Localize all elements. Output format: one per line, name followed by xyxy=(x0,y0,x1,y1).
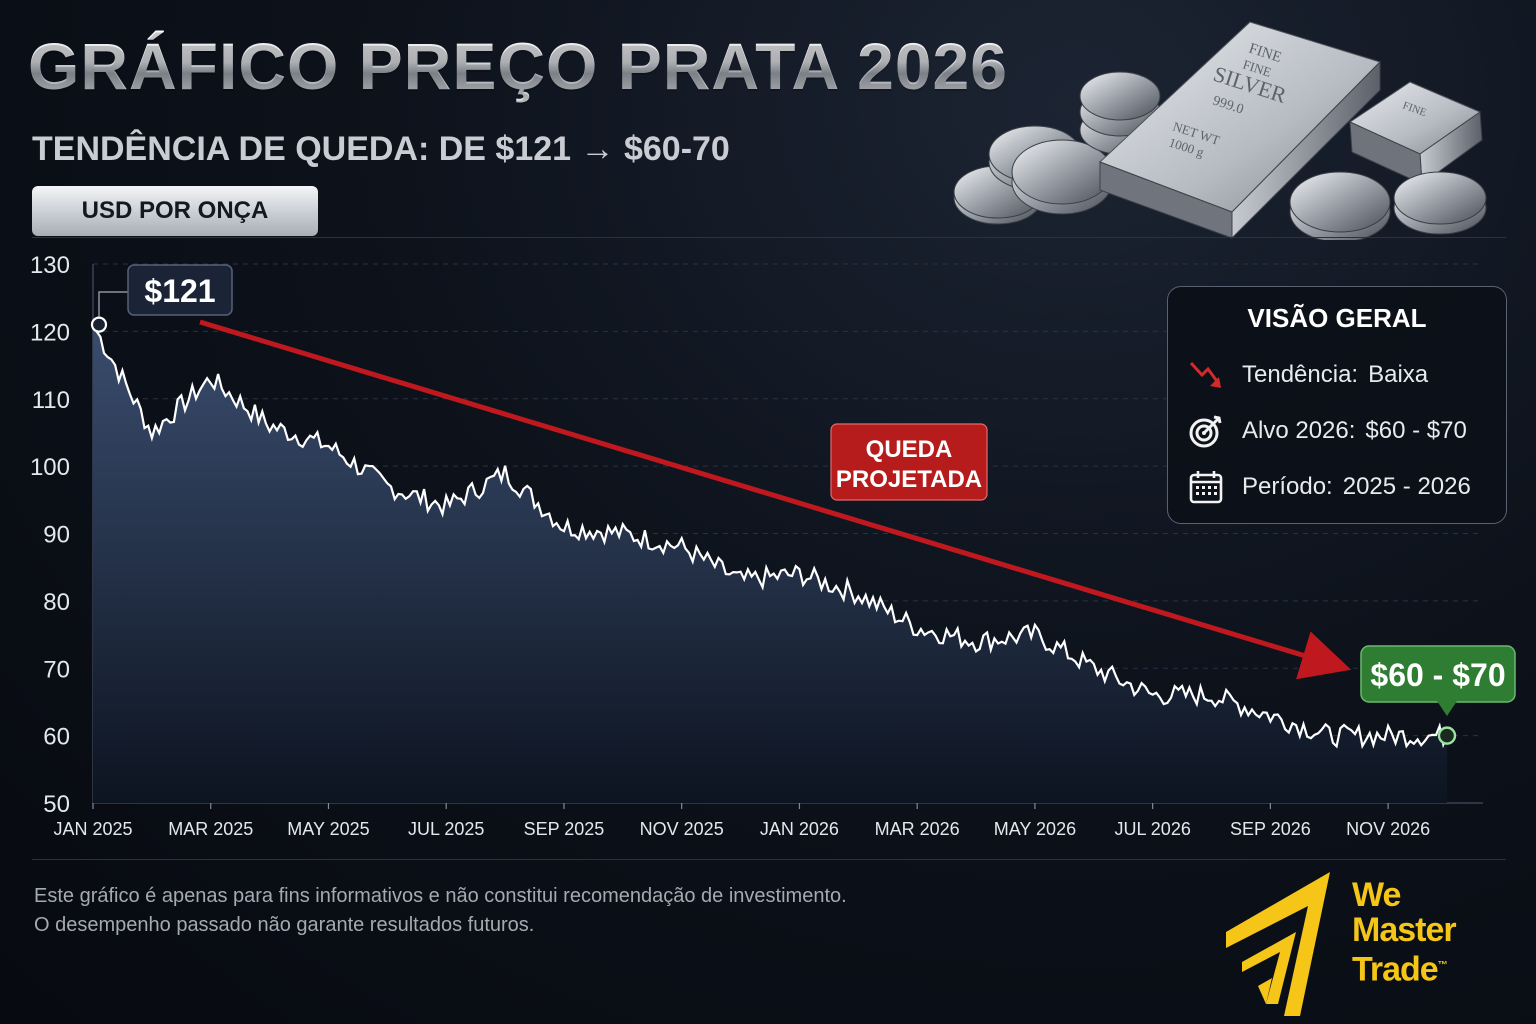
x-tick-label: SEP 2026 xyxy=(1230,819,1311,839)
overview-panel: VISÃO GERAL Tendência: Baixa Alvo 2026: … xyxy=(1167,286,1507,524)
brand-wordmark: We Master Trade™ xyxy=(1352,876,1457,989)
unit-badge: USD POR ONÇA xyxy=(32,186,318,236)
x-tick-label: JUL 2025 xyxy=(408,819,484,839)
x-tick-label: SEP 2025 xyxy=(524,819,605,839)
y-tick-label: 70 xyxy=(43,656,70,683)
silver-bullion-image: FINE FINE SILVER 999.0 NET WT 1000 g FIN… xyxy=(953,21,1487,240)
coin-stack-right xyxy=(1289,171,1487,240)
calendar-icon xyxy=(1189,471,1223,504)
coin-stack-left xyxy=(953,71,1161,225)
target-price-label: $60 - $70 xyxy=(1370,657,1505,693)
x-axis: JAN 2025 MAR 2025 MAY 2025 JUL 2025 SEP 2025… xyxy=(53,803,1430,839)
start-point-marker xyxy=(90,316,108,333)
top-divider xyxy=(32,237,1506,238)
brand-line1: We xyxy=(1352,876,1401,914)
start-price-callout: $121 xyxy=(98,264,233,317)
brand-line3: Trade xyxy=(1352,950,1439,989)
target-price-callout: $60 - $70 xyxy=(1360,645,1516,716)
y-tick-label: 60 xyxy=(43,724,70,751)
disclaimer: Este gráfico é apenas para fins informat… xyxy=(34,882,847,940)
x-tick-label: JAN 2026 xyxy=(760,819,839,839)
chart-markers xyxy=(90,316,1457,745)
overview-title: VISÃO GERAL xyxy=(1247,303,1427,333)
y-axis: 50 60 70 80 90 100 110 120 130 xyxy=(30,252,70,818)
trend-down-icon xyxy=(1189,361,1221,388)
x-tick-label: MAR 2026 xyxy=(875,819,960,839)
overview-period-label: Período: xyxy=(1242,473,1333,500)
x-tick-label: JUL 2026 xyxy=(1114,819,1190,839)
overview-trend-label: Tendência: xyxy=(1242,361,1359,388)
overview-row-trend: Tendência: Baixa xyxy=(1188,357,1428,393)
overview-row-target: Alvo 2026: $60 - $70 xyxy=(1188,413,1467,449)
overview-period-value: 2025 - 2026 xyxy=(1342,473,1471,500)
x-tick-label: MAY 2025 xyxy=(287,819,369,839)
y-tick-label: 110 xyxy=(32,387,70,414)
projected-drop-label: QUEDA PROJETADA xyxy=(830,423,988,501)
start-price-label: $121 xyxy=(144,273,215,309)
overview-trend-value: Baixa xyxy=(1368,361,1429,388)
trend-arrow xyxy=(199,319,1352,680)
projected-drop-line1: QUEDA xyxy=(866,436,953,463)
brand-trademark: ™ xyxy=(1437,960,1448,971)
page-subtitle: TENDÊNCIA DE QUEDA: DE $121 → $60-70 xyxy=(32,130,730,168)
y-tick-label: 130 xyxy=(30,252,70,279)
y-tick-label: 120 xyxy=(30,319,70,346)
x-tick-label: MAY 2026 xyxy=(994,819,1076,839)
disclaimer-line2: O desempenho passado não garante resulta… xyxy=(34,914,535,936)
silver-bar-main: FINE FINE SILVER 999.0 NET WT 1000 g xyxy=(1099,21,1381,240)
end-point-marker xyxy=(1437,726,1457,745)
projected-drop-line2: PROJETADA xyxy=(836,466,982,493)
y-tick-label: 90 xyxy=(43,522,70,549)
overview-target-value: $60 - $70 xyxy=(1365,417,1467,444)
x-tick-label: NOV 2026 xyxy=(1346,819,1430,839)
y-tick-label: 80 xyxy=(43,589,70,616)
overview-target-label: Alvo 2026: xyxy=(1242,417,1356,444)
target-icon xyxy=(1189,415,1222,448)
brand-line2: Master xyxy=(1352,911,1457,949)
price-line xyxy=(92,324,1449,750)
price-area xyxy=(93,324,1447,803)
x-tick-label: MAR 2025 xyxy=(168,819,253,839)
bottom-divider xyxy=(32,859,1506,860)
x-tick-label: JAN 2025 xyxy=(53,819,132,839)
y-tick-label: 100 xyxy=(30,454,70,481)
y-tick-label: 50 xyxy=(43,791,70,818)
price-chart: 50 60 70 80 90 100 110 120 130 JAN 2025 MAR 2025 M… xyxy=(30,252,1516,839)
page-title: GRÁFICO PREÇO PRATA 2026 xyxy=(28,29,1008,103)
brand-logo-icon xyxy=(1226,872,1330,1016)
silver-bar-back: FINE xyxy=(1348,81,1483,185)
disclaimer-line1: Este gráfico é apenas para fins informat… xyxy=(34,885,847,907)
overview-row-period: Período: 2025 - 2026 xyxy=(1188,469,1471,505)
x-tick-label: NOV 2025 xyxy=(640,819,724,839)
